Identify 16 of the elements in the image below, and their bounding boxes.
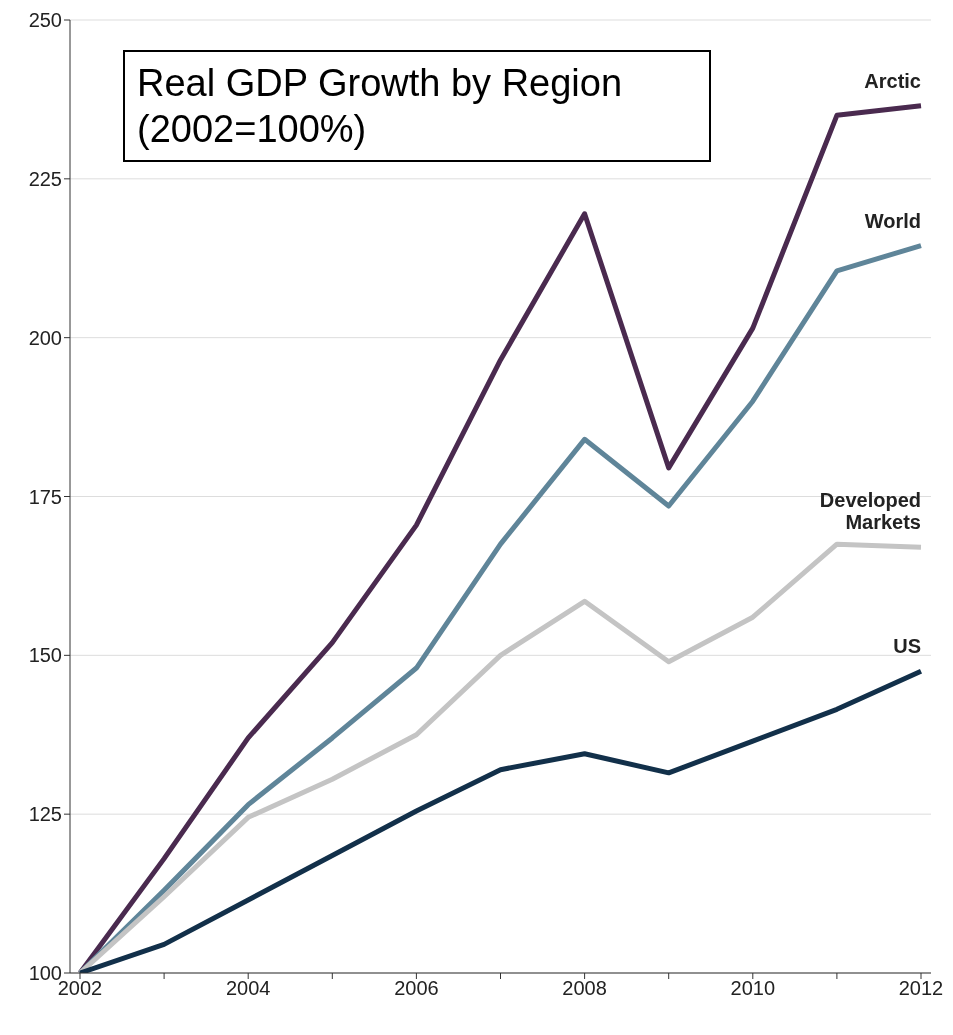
x-tick-label: 2006 bbox=[394, 977, 439, 1000]
y-tick-label: 225 bbox=[28, 167, 62, 190]
series-label: Developed Markets bbox=[819, 489, 921, 534]
x-tick-label: 2012 bbox=[898, 977, 944, 1000]
text: Real GDP Growth by Region (2002=100%) bbox=[123, 50, 711, 162]
y-tick-label: 125 bbox=[28, 803, 62, 826]
series-label: Arctic bbox=[864, 69, 921, 92]
y-tick-label: 200 bbox=[28, 326, 62, 349]
series-label: World bbox=[864, 209, 921, 232]
y-tick-label: 150 bbox=[28, 644, 62, 667]
x-tick-label: 2004 bbox=[225, 977, 271, 1000]
x-tick-label: 2008 bbox=[562, 977, 607, 1000]
y-tick-label: 175 bbox=[28, 485, 62, 508]
series-label: US bbox=[893, 635, 921, 658]
y-tick-label: 250 bbox=[28, 9, 62, 32]
x-tick-label: 2010 bbox=[730, 977, 776, 1000]
